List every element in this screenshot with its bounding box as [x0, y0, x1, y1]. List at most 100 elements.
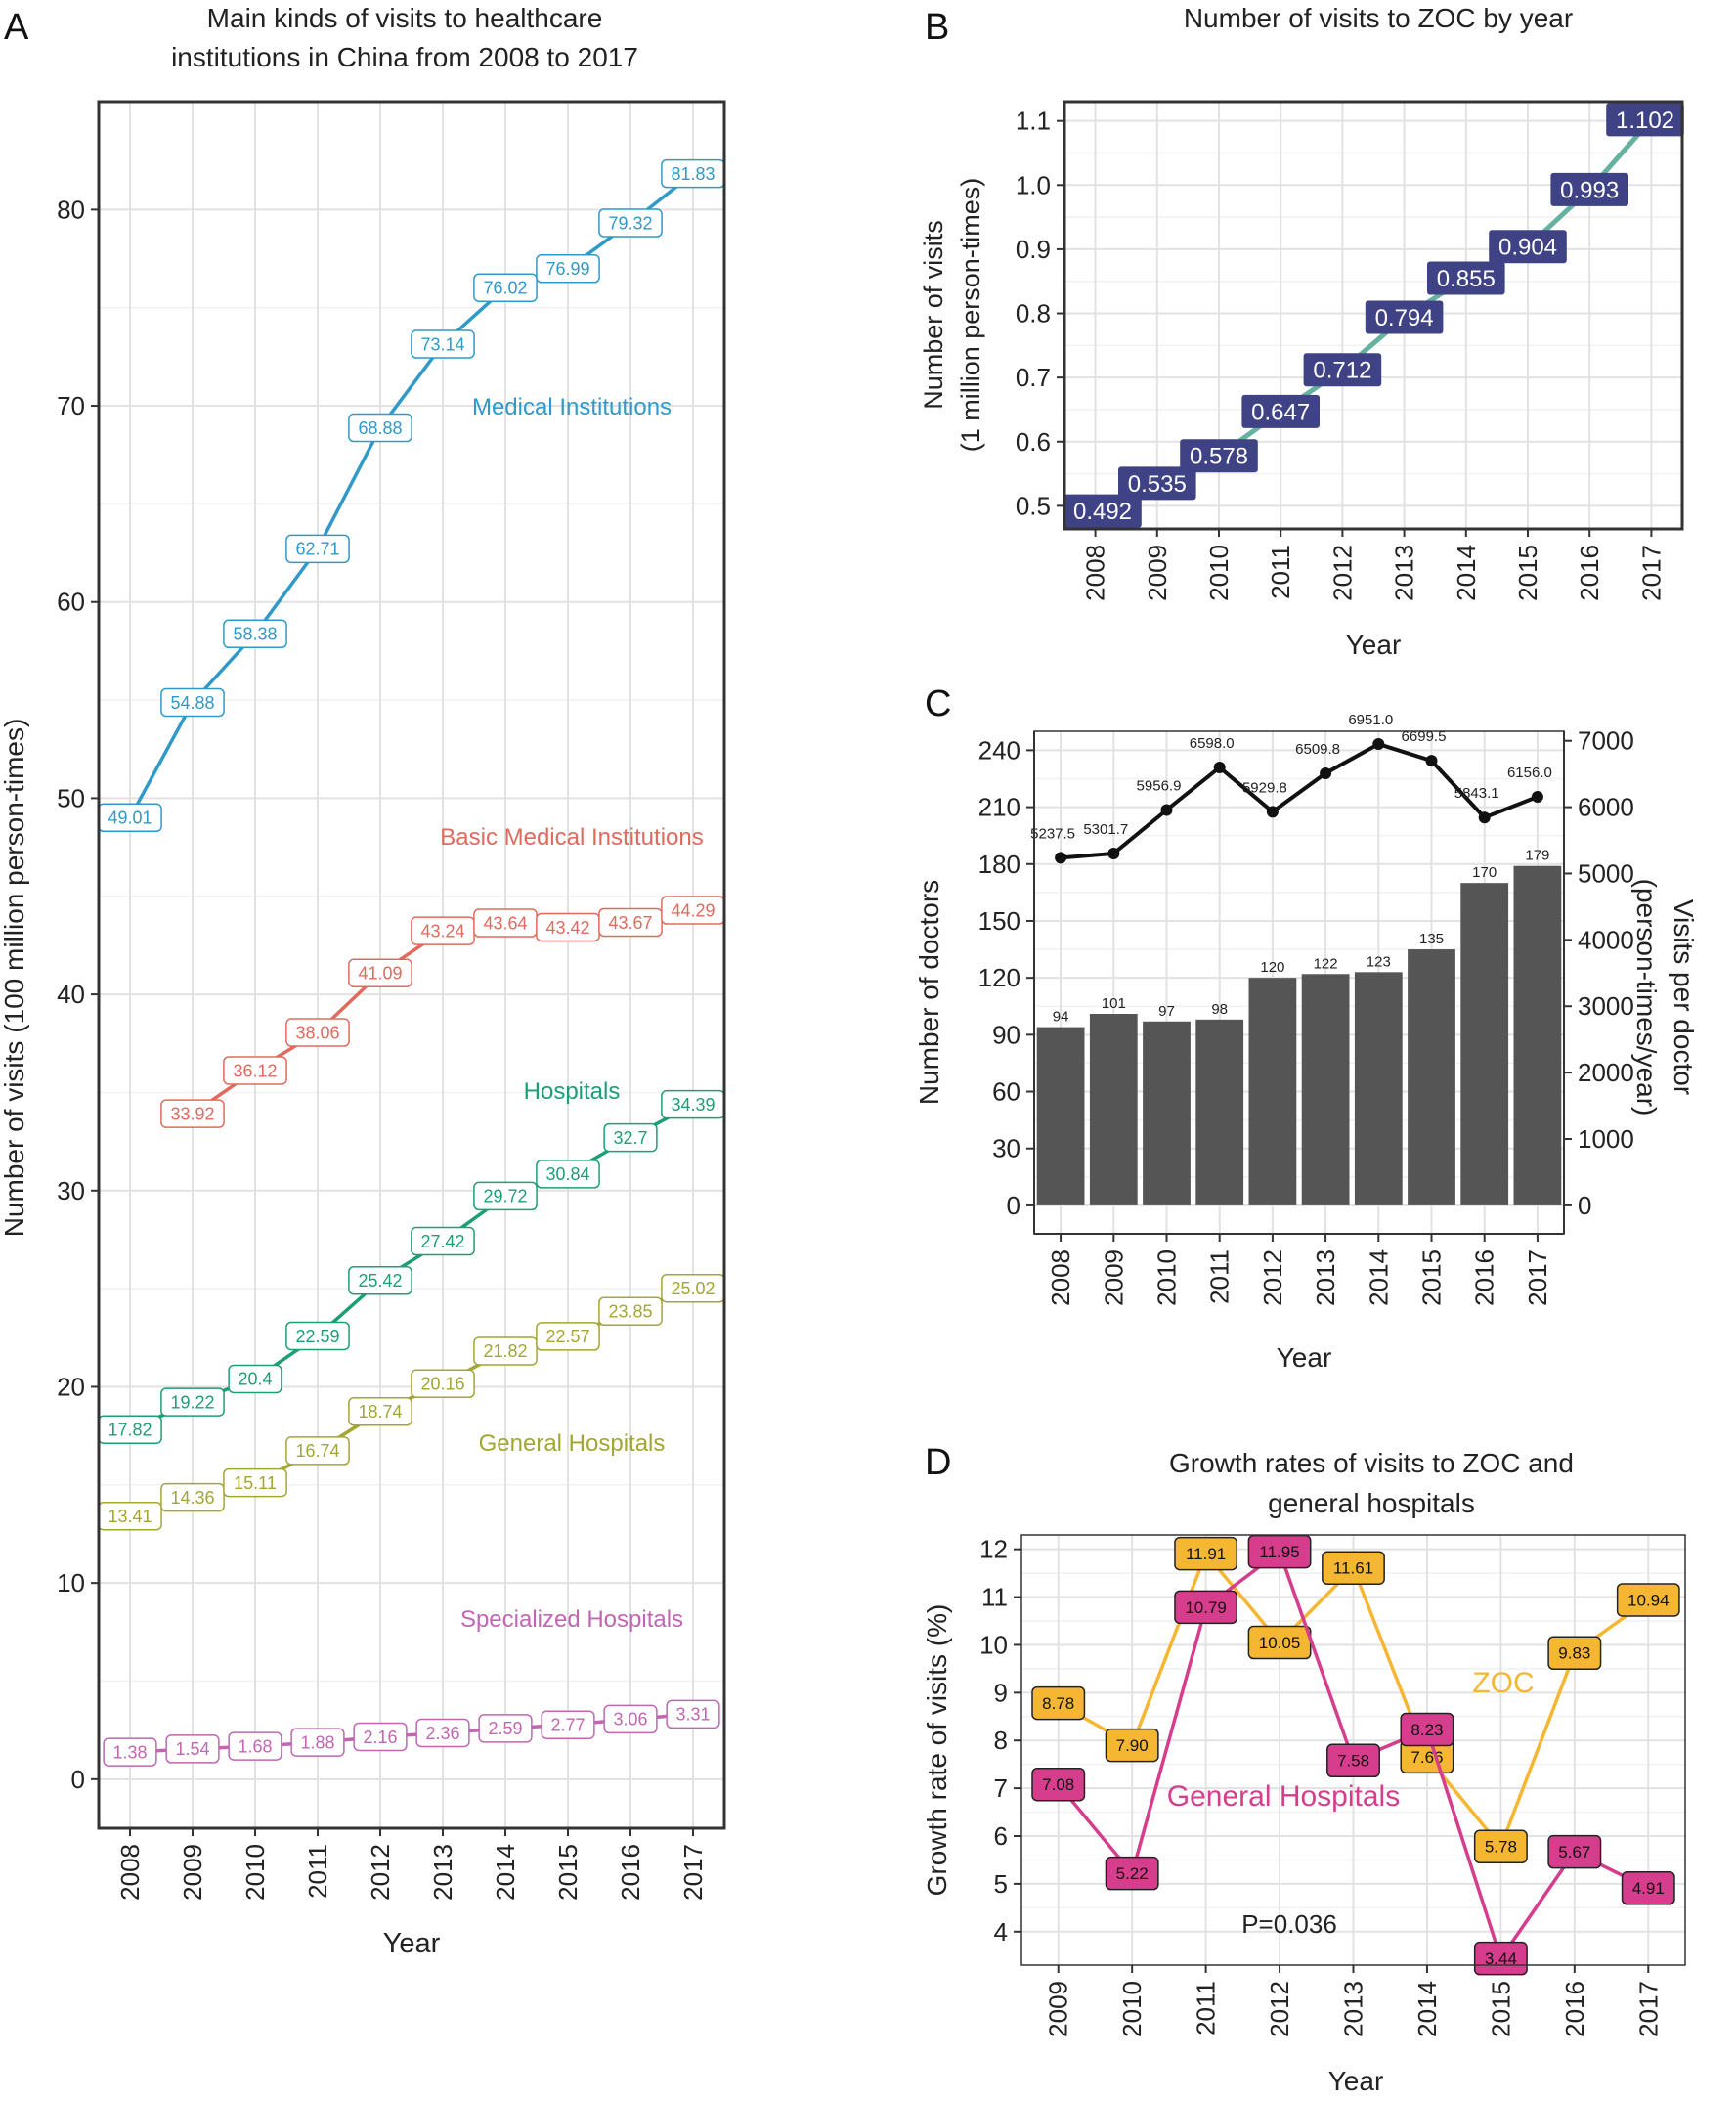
a-series-3: 13.41 14.36 15.11 16.74 18.74 20.16 21.82 22.57… [98, 1273, 725, 1531]
y-tick-label: 30 [57, 1176, 85, 1205]
y-tick-label: 5 [994, 1869, 1008, 1899]
x-tick-label: 2014 [1412, 1981, 1442, 2037]
b-y-axis: 0.5 0.6 0.7 0.8 0.9 1.0 1.1 [1016, 107, 1064, 520]
data-label-text: 7.90 [1116, 1736, 1149, 1755]
a-series-name: Specialized Hospitals [460, 1606, 683, 1633]
b-y-axis-title-line-2: (1 million person-times) [956, 178, 985, 453]
data-label: 10.79 [1174, 1590, 1238, 1625]
data-label: 0.855 [1427, 261, 1505, 295]
data-label-box [285, 1321, 350, 1351]
c-y-axis-title: Number of doctors [914, 880, 944, 1105]
x-tick-label: 2014 [1452, 545, 1481, 601]
data-label: 0.535 [1118, 466, 1196, 501]
b-x-axis: 2008 2009 2010 2011 2012 2013 2014 2015 2016 2017 [1081, 529, 1666, 601]
line-point [1531, 790, 1543, 803]
data-label-text: 10.05 [1259, 1634, 1301, 1652]
y-tick-label: 0 [1007, 1191, 1020, 1220]
data-label: 9.83 [1547, 1636, 1602, 1671]
x-tick-label: 2012 [1265, 1981, 1294, 2037]
a-title-line-2: institutions in China from 2008 to 2017 [171, 42, 638, 72]
line-point [1372, 738, 1385, 751]
y-tick-label: 30 [992, 1134, 1020, 1163]
b-title: Number of visits to ZOC by year [1184, 3, 1573, 33]
data-label-text: 2.59 [488, 1719, 522, 1738]
data-label: 3.06 [603, 1704, 658, 1734]
x-tick-label: 2017 [1633, 1981, 1663, 2037]
data-label-box [473, 1336, 538, 1366]
data-label: 14.36 [160, 1482, 225, 1512]
data-label: 20.4 [228, 1364, 282, 1394]
line-value-label: 5237.5 [1030, 825, 1075, 842]
x-tick-label: 2010 [240, 1844, 270, 1901]
data-label-box [1365, 300, 1444, 334]
d-series-name: ZOC [1472, 1667, 1534, 1699]
data-label-text: 13.41 [108, 1507, 152, 1526]
data-label-text: 30.84 [545, 1164, 589, 1184]
data-label: 5.78 [1473, 1829, 1528, 1864]
data-label: 43.64 [473, 908, 538, 938]
a-series-name: Hospitals [524, 1078, 621, 1105]
data-label-text: 1.38 [112, 1742, 147, 1762]
x-tick-label: 2008 [1046, 1249, 1075, 1306]
bar [1195, 1019, 1244, 1205]
data-label-text: 22.57 [545, 1327, 589, 1346]
y-tick-label: 6000 [1578, 793, 1634, 822]
data-label-text: 16.74 [295, 1441, 339, 1461]
data-label-box [1550, 172, 1628, 206]
data-label-box [285, 1436, 350, 1466]
data-label-text: 8.23 [1410, 1721, 1443, 1739]
data-label-box [536, 254, 600, 284]
y-tick-label: 40 [57, 980, 85, 1009]
data-label: 0.993 [1550, 172, 1628, 206]
x-tick-label: 2015 [1417, 1249, 1447, 1306]
data-label: 81.83 [661, 158, 725, 189]
bar-value-label: 97 [1158, 1003, 1175, 1020]
data-label-box [1473, 1941, 1528, 1976]
x-tick-label: 2013 [1339, 1981, 1368, 2037]
bar-value-label: 179 [1525, 848, 1549, 864]
data-label-text: 7.58 [1337, 1752, 1369, 1771]
data-label: 2.77 [541, 1710, 595, 1739]
data-label-box [411, 1369, 475, 1399]
y-tick-label: 60 [57, 588, 85, 617]
data-label: 1.102 [1606, 103, 1684, 137]
data-label-text: 32.7 [613, 1128, 647, 1148]
data-label: 54.88 [160, 687, 225, 718]
bar-value-label: 170 [1472, 864, 1497, 881]
d-panel-border [1020, 1534, 1686, 1966]
y-tick-label: 80 [57, 195, 85, 224]
y-tick-label: 4 [994, 1917, 1008, 1947]
data-label: 3.44 [1473, 1941, 1528, 1976]
data-label-text: 1.102 [1616, 108, 1674, 134]
d-x-axis-title: Year [1328, 2066, 1384, 2096]
data-label-text: 5.78 [1485, 1838, 1517, 1857]
x-tick-label: 2011 [1192, 1981, 1221, 2035]
data-label-text: 11.61 [1333, 1559, 1373, 1578]
data-label-text: 25.42 [358, 1271, 402, 1291]
data-label-box [353, 1722, 408, 1752]
y-tick-label: 11 [981, 1583, 1008, 1612]
x-tick-label: 2009 [1099, 1249, 1128, 1306]
data-label-text: 43.64 [483, 913, 527, 933]
data-label-text: 0.993 [1560, 177, 1619, 203]
x-tick-label: 2008 [1081, 545, 1110, 601]
a-series-1: 33.92 36.12 38.06 41.09 43.24 43.64 43.42 43.67… [160, 824, 725, 1128]
data-label: 19.22 [160, 1387, 225, 1417]
data-label: 38.06 [285, 1018, 350, 1047]
y-tick-label: 90 [992, 1020, 1020, 1049]
data-label: 7.08 [1031, 1767, 1086, 1802]
data-label: 21.82 [473, 1336, 538, 1366]
data-label-box [228, 1364, 282, 1394]
data-label: 20.16 [411, 1369, 475, 1399]
data-label-box [598, 208, 663, 238]
bar [1248, 978, 1297, 1205]
data-label: 16.74 [285, 1436, 350, 1466]
d-series-name: General Hospitals [1167, 1780, 1400, 1813]
data-label: 22.57 [536, 1322, 600, 1351]
data-label: 43.42 [536, 912, 600, 942]
y-tick-label: 6 [994, 1821, 1008, 1851]
data-label: 1.38 [103, 1737, 157, 1767]
line-point [1266, 806, 1279, 818]
data-label-box [1473, 1829, 1528, 1864]
